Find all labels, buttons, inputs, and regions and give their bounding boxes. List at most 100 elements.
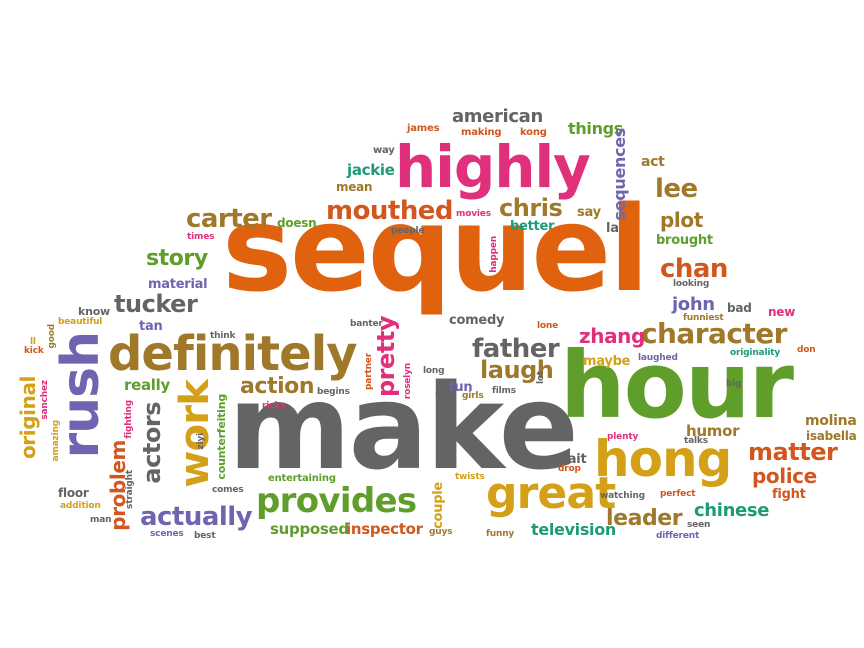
word-ziyi: ziyi (196, 433, 206, 450)
word-looking: looking (673, 279, 710, 289)
word-good: good (47, 324, 57, 349)
word-act: act (641, 154, 665, 170)
word-ll: ll (30, 337, 36, 347)
word-sequences: sequences (610, 128, 629, 221)
word-funny: funny (486, 529, 515, 539)
word-people: people (391, 226, 425, 236)
word-laughed: laughed (638, 353, 678, 363)
word-original: original (16, 376, 40, 460)
word-things: things (568, 119, 623, 138)
word-really: really (124, 376, 170, 394)
word-mean: mean (336, 180, 373, 194)
word-tan: tan (139, 319, 163, 334)
word-making: making (461, 127, 502, 138)
word-john: john (672, 294, 715, 315)
word-saw: saw (435, 390, 455, 400)
word-addition: addition (60, 501, 101, 511)
word-big: big (726, 379, 742, 389)
word-material: material (148, 277, 208, 292)
word-twists: twists (455, 472, 485, 482)
word-funniest: funniest (683, 313, 724, 323)
word-comes: comes (212, 485, 244, 495)
word-la: la (606, 221, 619, 236)
word-better: better (510, 219, 555, 234)
word-floor: floor (58, 486, 89, 500)
word-supposed: supposed (270, 520, 349, 538)
word-wait: wait (556, 452, 587, 467)
word-perfect: perfect (660, 489, 696, 499)
word-highly: highly (395, 133, 591, 201)
word-chris: chris (499, 194, 563, 222)
word-sequel: sequel (222, 180, 649, 318)
word-scenes: scenes (150, 529, 184, 539)
word-begins: begins (317, 387, 350, 397)
word-know: know (78, 305, 110, 318)
word-girls: girls (462, 391, 484, 401)
word-counterfeiting: counterfeiting (215, 394, 228, 480)
word-bad: bad (727, 301, 752, 315)
word-entertaining: entertaining (268, 473, 336, 484)
word-ricky: ricky (262, 401, 286, 411)
word-best: best (194, 531, 216, 541)
word-fight: fight (772, 487, 806, 502)
word-say: say (577, 205, 601, 220)
word-plenty: plenty (607, 432, 639, 442)
word-american: american (452, 106, 543, 127)
word-hong: hong (594, 430, 732, 488)
word-matter: matter (748, 438, 838, 466)
word-banter: banter (350, 319, 383, 329)
word-originality: originality (730, 348, 781, 358)
word-lot: lot (536, 371, 546, 385)
word-leader: leader (606, 506, 683, 531)
word-seen: seen (687, 520, 711, 530)
word-fun: fun (449, 380, 473, 395)
word-police: police (752, 464, 817, 488)
word-laugh: laugh (480, 356, 554, 384)
word-comedy: comedy (449, 313, 505, 328)
word-straight: straight (125, 470, 135, 509)
word-different: different (656, 531, 700, 541)
word-chinese: chinese (694, 500, 770, 521)
word-carter: carter (186, 204, 272, 234)
word-drop: drop (558, 464, 581, 474)
word-great: great (486, 468, 616, 519)
word-rush: rush (51, 332, 111, 459)
word-maybe: maybe (583, 354, 631, 369)
word-kong: kong (520, 127, 547, 138)
word-mouthed: mouthed (326, 196, 454, 226)
word-plot: plot (660, 208, 703, 232)
word-make: make (228, 358, 579, 496)
word-jackie: jackie (347, 161, 395, 179)
word-actors: actors (138, 402, 166, 484)
word-films: films (492, 386, 516, 396)
word-work: work (172, 380, 218, 488)
word-provides: provides (256, 481, 417, 521)
word-movies: movies (456, 209, 491, 219)
word-television: television (531, 520, 616, 539)
word-times: times (187, 232, 215, 242)
word-amazing: amazing (51, 420, 61, 462)
word-isabella: isabella (806, 429, 857, 443)
word-think: think (210, 331, 236, 341)
word-zhang: zhang (579, 324, 645, 348)
word-hour: hour (560, 332, 794, 439)
word-new: new (768, 305, 796, 319)
word-inspector: inspector (346, 520, 423, 538)
word-don: don (797, 345, 816, 355)
word-actually: actually (140, 502, 253, 532)
word-roselyn: roselyn (403, 363, 413, 400)
word-tucker: tucker (114, 290, 198, 318)
word-molina: molina (805, 413, 857, 429)
word-man: man (90, 515, 112, 525)
word-happen: happen (489, 236, 499, 273)
word-doesn: doesn (277, 216, 317, 230)
word-humor: humor (686, 422, 740, 440)
word-talks: talks (684, 436, 708, 446)
word-action: action (240, 374, 315, 399)
word-sanchez: sanchez (40, 380, 50, 420)
word-partner: partner (364, 353, 374, 390)
word-lee: lee (655, 174, 698, 204)
word-fighting: fighting (124, 400, 134, 439)
word-brought: brought (656, 233, 713, 248)
